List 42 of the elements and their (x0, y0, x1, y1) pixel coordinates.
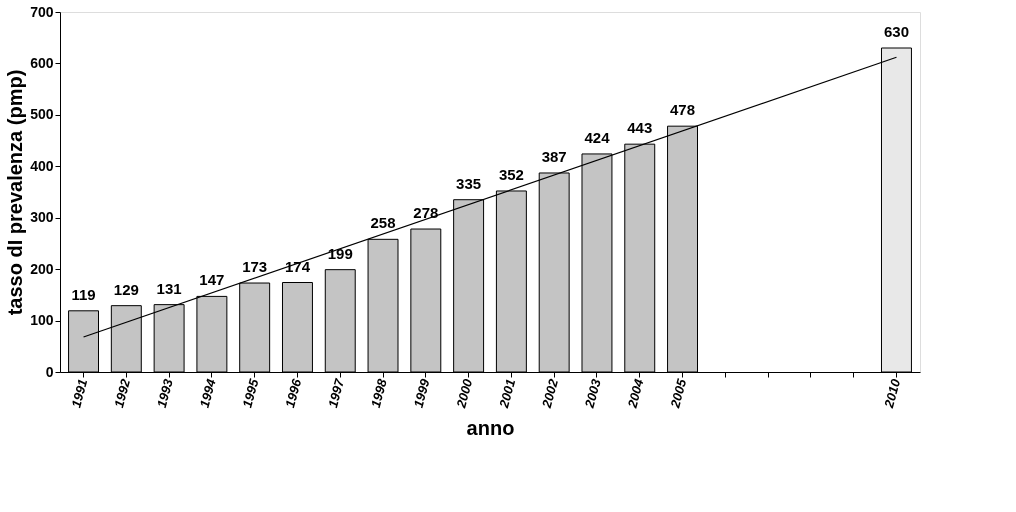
data-label: 387 (541, 147, 567, 165)
x-tick-label: 1998 (367, 376, 390, 410)
y-tick-label: 200 (30, 260, 54, 277)
x-tick-label: 2004 (624, 376, 647, 411)
x-tick-label: 2002 (538, 376, 562, 411)
data-label: 352 (498, 165, 524, 183)
x-tick-label: 1995 (239, 376, 262, 410)
x-tick-label: 2001 (495, 377, 519, 411)
x-tick-label: 2000 (453, 376, 476, 411)
y-tick-label: 700 (30, 3, 54, 20)
x-tick-label: 1992 (111, 376, 134, 410)
data-label: 147 (199, 271, 225, 289)
data-label: 630 (883, 23, 909, 40)
data-label: 173 (242, 258, 268, 276)
y-axis-title: tasso dI prevalenza (pmp) (4, 69, 27, 316)
y-tick-label: 0 (45, 363, 54, 380)
data-label: 258 (370, 214, 396, 232)
data-label: 424 (584, 128, 611, 146)
x-tick-label: 1993 (153, 376, 177, 410)
data-label: 174 (284, 257, 311, 275)
y-tick-label: 300 (30, 209, 54, 226)
x-tick-label: 1997 (325, 376, 348, 410)
data-label: 131 (156, 279, 182, 297)
y-tick-label: 500 (30, 106, 54, 123)
x-tick-label: 1996 (282, 376, 305, 410)
x-tick-label: 1999 (410, 376, 433, 410)
y-tick-label: 400 (30, 157, 54, 174)
data-label: 443 (627, 119, 653, 137)
data-label: 119 (71, 285, 96, 303)
x-tick-label: 2010 (881, 376, 904, 411)
data-label: 478 (670, 101, 696, 119)
x-axis-title: anno (466, 417, 515, 440)
data-label: 335 (456, 174, 482, 192)
x-tick-label: 2003 (581, 376, 604, 411)
y-tick-label: 600 (30, 54, 54, 71)
x-tick-label: 1991 (68, 377, 91, 410)
y-tick-label: 100 (30, 312, 54, 329)
data-label: 278 (413, 204, 439, 222)
x-tick-label: 1994 (196, 376, 219, 410)
data-label: 199 (327, 244, 353, 262)
x-tick-label: 2005 (667, 376, 690, 411)
data-label: 129 (113, 280, 139, 298)
